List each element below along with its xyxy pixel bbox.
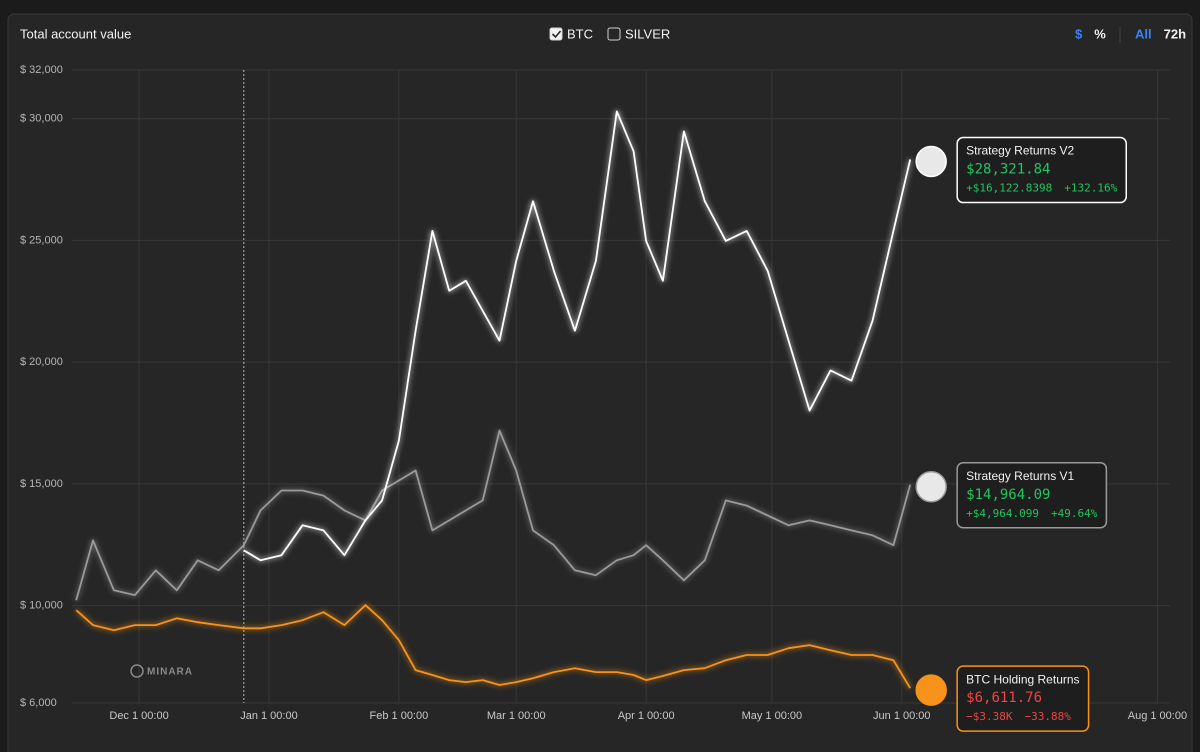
- checkmark: [551, 30, 562, 39]
- watermark: MINARA: [147, 667, 193, 678]
- change-pct: +132.16%: [1064, 182, 1117, 195]
- callout-box: [956, 462, 1108, 529]
- y-tick-label: $ 6,000: [20, 697, 57, 709]
- series-line: [243, 110, 912, 562]
- legend-entry: Strategy Returns V1: [966, 469, 1074, 483]
- watermark-logo: [130, 664, 144, 678]
- change: +$4,964.099: [966, 507, 1039, 520]
- callout: Strategy Returns V1 $14,964.09 +$4,964.099…: [956, 462, 1108, 529]
- checkbox[interactable]: [607, 27, 621, 41]
- toggle[interactable]: $: [1075, 26, 1083, 41]
- change: −$3.38K: [966, 710, 1013, 723]
- y-tick-label: $ 25,000: [20, 234, 63, 246]
- change-pct: −33.88%: [1025, 710, 1072, 723]
- checkbox[interactable]: [549, 27, 563, 41]
- x-tick-label: Dec 1 00:00: [109, 710, 168, 722]
- end-value: $14,964.09: [966, 487, 1050, 503]
- toggle-label[interactable]: BTC: [567, 26, 593, 41]
- series-icon: [915, 145, 947, 178]
- toggle[interactable]: All: [1135, 26, 1152, 41]
- series-icon: [915, 471, 947, 503]
- x-tick-label: Aug 1 00:00: [1128, 710, 1187, 722]
- toggle[interactable]: 72h: [1164, 26, 1186, 41]
- x-tick-label: May 1 00:00: [742, 710, 803, 722]
- callout: Strategy Returns V2 $28,321.84 +$16,122.83…: [956, 136, 1127, 204]
- x-tick-label: Jun 1 00:00: [873, 710, 931, 722]
- y-tick-label: $ 15,000: [20, 478, 63, 490]
- callout-box: [956, 136, 1127, 204]
- x-tick-label: Jan 1 00:00: [240, 710, 298, 722]
- change: +$16,122.8398: [966, 182, 1052, 195]
- legend-entry: BTC Holding Returns: [966, 672, 1079, 686]
- x-tick-label: Mar 1 00:00: [487, 710, 546, 722]
- y-tick-label: $ 32,000: [20, 64, 63, 76]
- series-line: [75, 429, 912, 601]
- x-tick-label: Apr 1 00:00: [618, 710, 675, 722]
- toggle[interactable]: %: [1094, 26, 1106, 41]
- end-value: $28,321.84: [966, 162, 1050, 178]
- series-icon: [915, 674, 947, 706]
- change-pct: +49.64%: [1051, 507, 1098, 520]
- toggle-label[interactable]: SILVER: [625, 26, 670, 41]
- panel: [7, 13, 1193, 752]
- callout: BTC Holding Returns $6,611.76 −$3.38K −33.8…: [956, 665, 1090, 732]
- chart-title: Total account value: [20, 26, 131, 41]
- y-tick-label: $ 20,000: [20, 356, 63, 368]
- callout-box: [956, 665, 1090, 732]
- x-tick-label: Feb 1 00:00: [370, 710, 429, 722]
- y-tick-label: $ 30,000: [20, 113, 63, 125]
- legend-entry: Strategy Returns V2: [966, 144, 1074, 158]
- y-tick-label: $ 10,000: [20, 600, 63, 612]
- end-value: $6,611.76: [966, 690, 1042, 706]
- series-line: [75, 604, 911, 689]
